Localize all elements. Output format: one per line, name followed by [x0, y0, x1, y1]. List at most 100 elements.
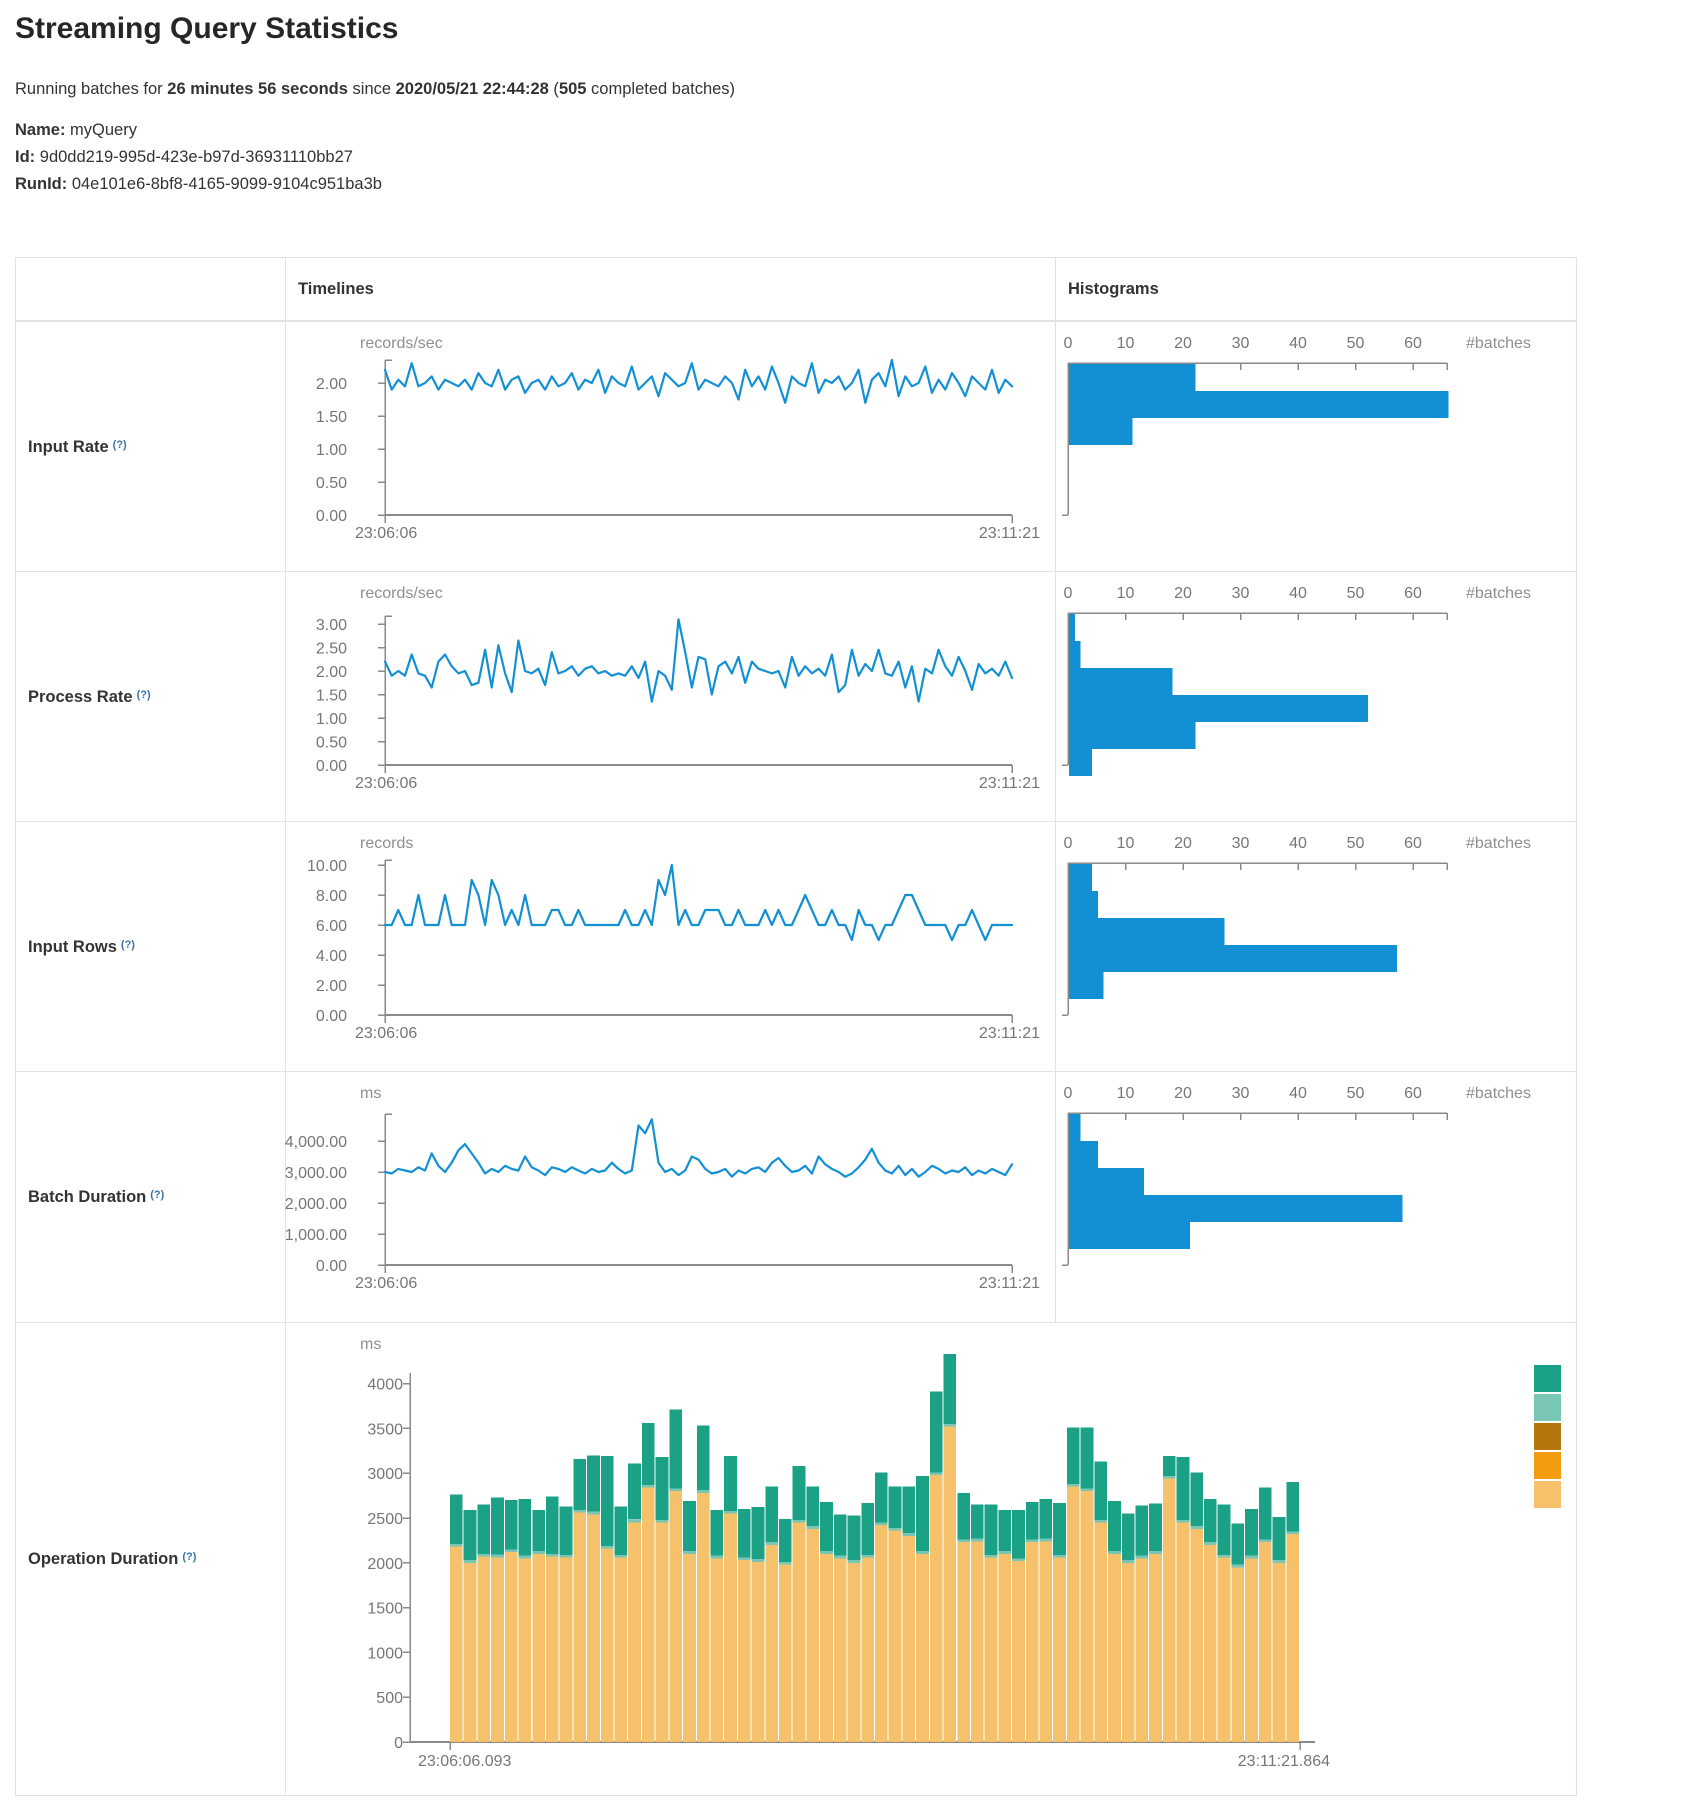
stacked-bar-segment-latestOffset [916, 1551, 929, 1554]
hist-tick-label: 30 [1232, 835, 1250, 852]
stacked-bar-segment-latestOffset [724, 1510, 737, 1514]
stacked-bar-segment-latestOffset [518, 1555, 532, 1559]
hist-tick-label: 20 [1174, 1085, 1192, 1102]
row-label-text: Process Rate [28, 687, 133, 706]
stacked-bar-segment-latestOffset [1217, 1554, 1231, 1558]
stacked-bar-segment-getBatch [1094, 1461, 1108, 1520]
stacked-bar-segment-getBatch [1012, 1509, 1025, 1559]
stacked-bar-segment-addBatch [587, 1514, 600, 1742]
table-divider-labels [285, 257, 286, 1794]
query-identity-block: Name: myQuery Id: 9d0dd219-995d-423e-b97… [15, 117, 382, 198]
stacked-bar-segment-latestOffset [806, 1526, 820, 1529]
hist-tick-label: 30 [1232, 335, 1250, 352]
x-start-label: 23:06:06 [355, 525, 417, 542]
y-tick-label: 4,000.00 [285, 1134, 347, 1151]
stacked-bar-segment-getBatch [1025, 1501, 1039, 1540]
stacked-bar-segment-latestOffset [971, 1538, 984, 1542]
stacked-bar-segment-addBatch [916, 1553, 929, 1742]
y-tick-label: 10.00 [307, 858, 347, 875]
stacked-bar-segment-latestOffset [559, 1554, 573, 1558]
y-tick-label: 500 [376, 1690, 403, 1707]
stacked-bar-segment-addBatch [1053, 1557, 1066, 1742]
stacked-bar-segment-addBatch [957, 1542, 970, 1742]
stacked-bar-segment-addBatch [971, 1541, 984, 1742]
stacked-bar-segment-getBatch [1053, 1502, 1066, 1555]
stacked-bar-segment-addBatch [1108, 1553, 1121, 1742]
hist-tick-label: 60 [1404, 585, 1422, 602]
histogram-bar [1069, 364, 1196, 391]
y-tick-label: 0.50 [316, 475, 347, 492]
stacked-bar-segment-latestOffset [1012, 1558, 1025, 1561]
stacked-bar-segment-latestOffset [1025, 1539, 1039, 1543]
hist-tick-label: 60 [1404, 335, 1422, 352]
y-tick-label: 4.00 [316, 948, 347, 965]
hist-tick-label: 50 [1347, 1085, 1365, 1102]
stacked-bar-segment-addBatch [1258, 1542, 1272, 1742]
stacked-bar-segment-getBatch [463, 1509, 477, 1561]
stacked-bar-segment-getBatch [1190, 1472, 1203, 1527]
input-rate-help-icon[interactable]: (?) [112, 439, 127, 451]
row-label-process-rate: Process Rate (?) [28, 572, 273, 822]
row-label-batch-duration: Batch Duration (?) [28, 1072, 273, 1322]
stacked-bar-segment-getBatch [1149, 1503, 1162, 1552]
summary-paren-open: ( [548, 79, 559, 98]
stacked-bar-segment-latestOffset [1286, 1531, 1299, 1535]
stacked-bar-segment-addBatch [628, 1522, 641, 1742]
stacked-bar-segment-addBatch [1039, 1541, 1053, 1742]
row-label-operation-duration: Operation Duration (?) [28, 1323, 273, 1795]
process-rate-help-icon[interactable]: (?) [136, 689, 151, 701]
y-tick-label: 1,000.00 [285, 1227, 347, 1244]
input-rate-charts[interactable]: records/sec 2.00 1.50 1.00 0.50 0.00 23:06:06 2… [15, 322, 1577, 572]
batch-duration-charts[interactable]: ms 4,000.00 3,000.00 2,000.00 1,000.00 0.00 23… [15, 1072, 1577, 1322]
stacked-bar-segment-getBatch [614, 1506, 628, 1555]
stacked-bar-segment-getBatch [875, 1472, 888, 1523]
stacked-bar-segment-addBatch [463, 1562, 477, 1742]
stacked-bar-segment-latestOffset [1231, 1564, 1245, 1568]
stacked-bar-segment-latestOffset [833, 1555, 847, 1559]
stacked-bar-segment-addBatch [1231, 1567, 1245, 1742]
stacked-bar-segment-addBatch [710, 1558, 724, 1742]
stacked-bar-segment-addBatch [724, 1513, 737, 1742]
stacked-bar-segment-latestOffset [532, 1551, 545, 1554]
y-tick-label: 4000 [367, 1377, 403, 1394]
process-rate-charts[interactable]: records/sec 3.00 2.50 2.00 1.50 1.00 0.50 0.00 2… [15, 572, 1577, 822]
stacked-bar-segment-addBatch [1217, 1557, 1231, 1742]
y-tick-label: 2500 [367, 1511, 403, 1528]
y-tick-label: 6.00 [316, 918, 347, 935]
histogram-bar [1069, 418, 1133, 445]
stacked-bar-segment-addBatch [984, 1557, 998, 1742]
y-tick-label: 0.50 [316, 735, 347, 752]
input-rows-help-icon[interactable]: (?) [120, 939, 135, 951]
stacked-bar-segment-latestOffset [710, 1555, 724, 1559]
x-end-label: 23:11:21 [979, 775, 1040, 792]
stacked-bar-segment-latestOffset [683, 1551, 696, 1554]
stacked-bar-segment-getBatch [628, 1463, 641, 1520]
hist-tick-label: 40 [1289, 335, 1307, 352]
summary-duration: 26 minutes 56 seconds [167, 79, 348, 98]
query-runid-label: RunId: [15, 175, 68, 193]
operation-duration-help-icon[interactable]: (?) [182, 1551, 197, 1563]
query-runid-line: RunId: 04e101e6-8bf8-4165-9099-9104c951b… [15, 171, 382, 198]
row-separator-3 [15, 1071, 1576, 1072]
stacked-bar-segment-latestOffset [861, 1554, 874, 1558]
operation-duration-chart[interactable]: ms 4000 3500 3000 2500 2000 1500 1000 500 0 23:06:… [15, 1323, 1577, 1795]
batch-duration-help-icon[interactable]: (?) [150, 1189, 165, 1201]
y-tick-label: 0.00 [316, 508, 347, 525]
stats-table-border [15, 257, 1577, 1796]
summary-since-word: since [347, 79, 396, 98]
histogram-bar [1069, 641, 1081, 668]
stacked-bar-segment-addBatch [751, 1561, 765, 1742]
stacked-bar-segment-getBatch [779, 1518, 792, 1562]
op-duration-legend-swatch-getBatch [1534, 1365, 1561, 1392]
stacked-bar-segment-latestOffset [628, 1519, 641, 1523]
page-title: Streaming Query Statistics [15, 12, 399, 45]
stacked-bar-segment-latestOffset [1162, 1475, 1176, 1479]
stacked-bar-segment-getBatch [765, 1486, 778, 1543]
stacked-bar-segment-getBatch [737, 1509, 751, 1558]
hist-batches-label: #batches [1466, 835, 1531, 852]
stacked-bar-segment-latestOffset [655, 1519, 669, 1523]
row-label-input-rows: Input Rows (?) [28, 822, 273, 1072]
stacked-bar-segment-getBatch [573, 1458, 587, 1510]
input-rows-charts[interactable]: records 10.00 8.00 6.00 4.00 2.00 0.00 23:06:06… [15, 822, 1577, 1072]
stacked-bar-segment-getBatch [1258, 1487, 1272, 1540]
